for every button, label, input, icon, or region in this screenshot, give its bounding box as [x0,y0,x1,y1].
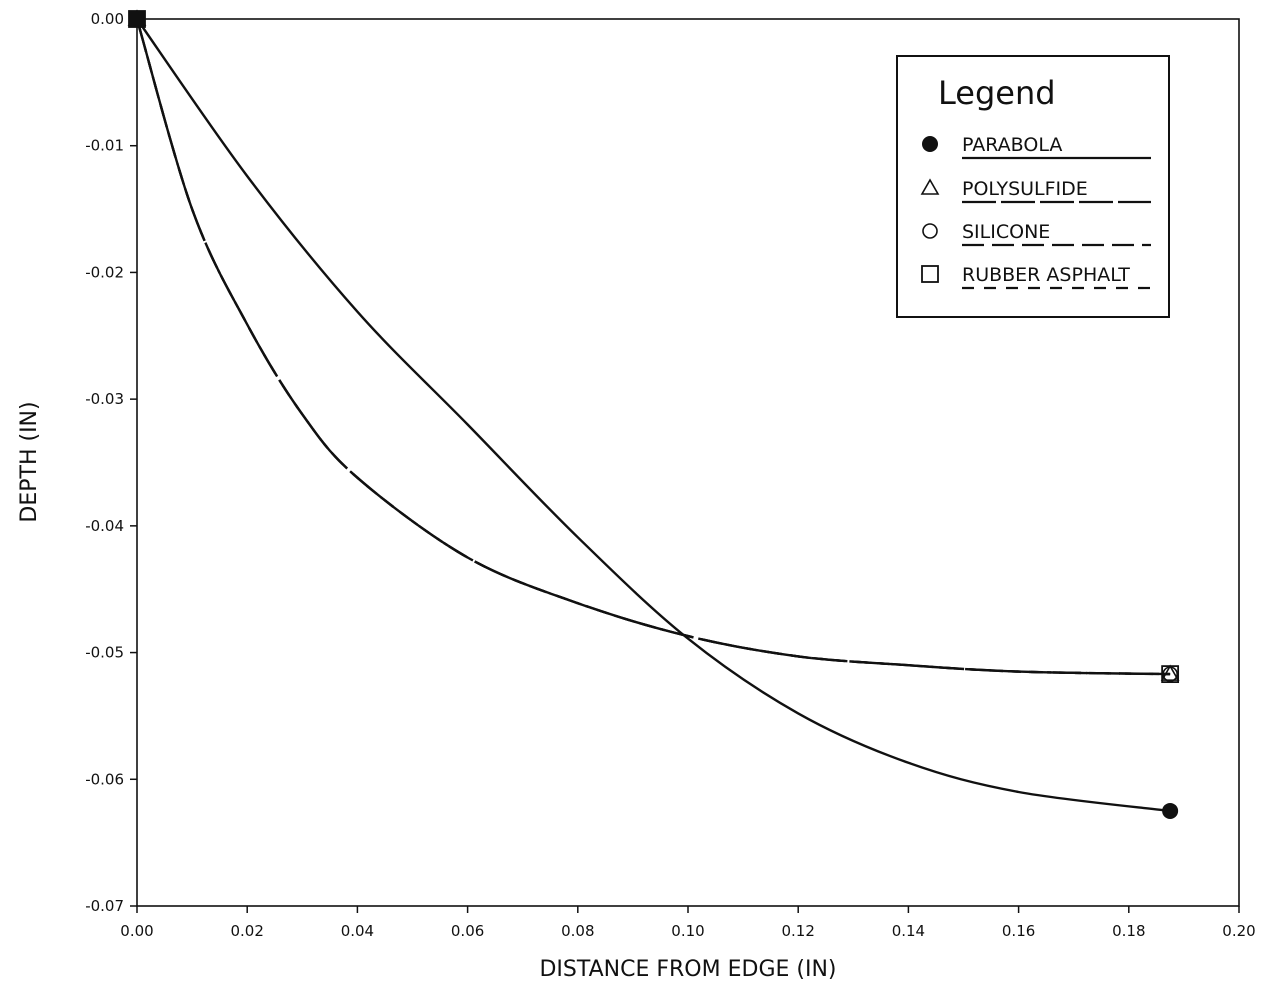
x-axis-ticks: 0.00 0.02 0.04 0.06 0.08 0.10 0.12 0.14 0.16 0.18… [120,906,1256,940]
y-tick-label: -0.03 [85,390,124,408]
series-point-rubber-asphalt [1161,665,1180,684]
legend-marker-rubber-asphalt [921,265,939,283]
legend-title: Legend [938,74,1056,112]
y-tick-label: -0.02 [85,263,124,281]
series-line-rubber-asphalt [135,18,1171,676]
series-point-polysulfide [1160,664,1180,681]
x-tick-label: 0.00 [120,922,153,940]
legend: Legend PARABOLA POLYSULFIDE SILICONE RUBBER… [896,55,1170,318]
y-tick-label: -0.06 [85,770,124,788]
y-tick-label: -0.05 [85,644,124,662]
legend-label-silicone: SILICONE [962,221,1050,243]
x-tick-label: 0.18 [1112,922,1145,940]
legend-entries: PARABOLA POLYSULFIDE SILICONE RUBBER ASPHAL… [920,134,1151,290]
series-point-silicone [1162,666,1178,682]
legend-label-polysulfide: POLYSULFIDE [962,178,1088,200]
x-tick-label: 0.02 [230,922,263,940]
x-tick-label: 0.04 [341,922,374,940]
legend-marker-polysulfide [920,178,940,195]
series-point-parabola [1162,802,1179,819]
series-point-origin [129,11,145,27]
y-tick-label: -0.01 [85,137,124,155]
legend-marker-parabola [922,136,938,152]
y-axis-ticks: 0.00 -0.01 -0.02 -0.03 -0.04 -0.05 -0.06 -0.07 [85,10,137,915]
x-axis-title: DISTANCE FROM EDGE (IN) [539,957,836,982]
series-markers [127,9,1180,819]
x-tick-label: 0.12 [781,922,814,940]
y-tick-label: -0.07 [85,897,124,915]
x-tick-label: 0.16 [1002,922,1035,940]
series-line-parabola [136,18,1171,813]
legend-box [896,55,1170,318]
legend-label-parabola: PARABOLA [962,134,1062,156]
y-axis-title: DEPTH (IN) [17,401,42,522]
x-tick-label: 0.08 [561,922,594,940]
series-lines [135,18,1171,813]
legend-label-rubber-asphalt: RUBBER ASPHALT [962,264,1130,286]
x-tick-label: 0.14 [892,922,925,940]
x-tick-label: 0.10 [671,922,704,940]
legend-marker-silicone [922,223,938,239]
y-tick-label: 0.00 [91,10,124,28]
x-tick-label: 0.06 [451,922,484,940]
y-tick-label: -0.04 [85,517,124,535]
x-tick-label: 0.20 [1222,922,1255,940]
